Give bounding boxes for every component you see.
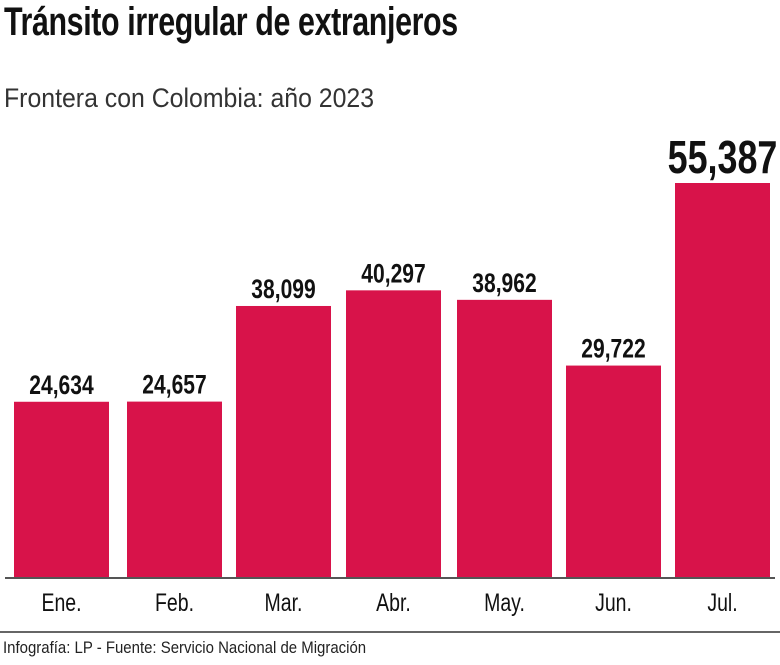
x-tick-label: May. — [484, 589, 525, 617]
bar-feb — [127, 401, 222, 577]
footer-divider — [0, 631, 780, 633]
value-label: 38,099 — [251, 275, 315, 305]
chart-subtitle: Frontera con Colombia: año 2023 — [4, 83, 375, 113]
value-label: 38,962 — [472, 268, 536, 298]
x-tick-label: Jul. — [707, 589, 737, 617]
bar-chart: 24,634 Ene. 24,657 Feb. 38,099 Mar. 40,297 Abr.… — [5, 132, 778, 617]
chart-title: Tránsito irregular de extranjeros — [4, 0, 458, 44]
source-credit: Infografía: LP - Fuente: Servicio Nacion… — [3, 638, 367, 657]
bar-may — [457, 299, 552, 577]
x-tick-label: Feb. — [155, 589, 194, 617]
value-label: 29,722 — [581, 334, 645, 364]
bar-mar — [236, 305, 331, 577]
bar-abr — [346, 290, 441, 577]
x-tick-label: Mar. — [265, 589, 303, 617]
bar-jul — [675, 183, 770, 577]
bar-jun — [566, 365, 661, 577]
value-label: 40,297 — [361, 259, 425, 289]
value-label: 24,634 — [29, 370, 94, 400]
x-tick-label: Ene. — [41, 589, 81, 617]
bar-ene — [14, 401, 109, 577]
value-label: 55,387 — [668, 132, 778, 183]
x-tick-label: Jun. — [595, 589, 632, 617]
x-tick-label: Abr. — [376, 589, 411, 617]
value-label: 24,657 — [142, 370, 206, 400]
